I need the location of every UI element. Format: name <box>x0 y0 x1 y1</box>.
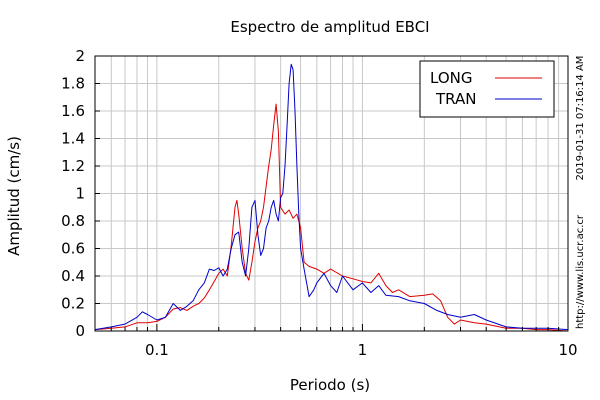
y-tick-label: 1.2 <box>61 157 85 175</box>
legend: LONG TRAN <box>419 60 555 118</box>
y-tick-label: 0.2 <box>61 295 85 313</box>
y-tick-label: 1.8 <box>61 75 85 93</box>
y-axis-ticks: 0 0.2 0.4 0.6 0.8 1 1.2 1.4 1.6 1.8 2 <box>61 47 100 340</box>
y-tick-label: 2 <box>75 47 85 65</box>
y-tick-label: 1 <box>75 185 85 203</box>
legend-label-tran: TRAN <box>435 90 476 108</box>
series-line-long <box>94 103 569 332</box>
chart-title: Espectro de amplitud EBCI <box>230 18 429 36</box>
series-line-tran <box>94 63 569 331</box>
x-tick-label: 10 <box>558 341 577 359</box>
legend-label-long: LONG <box>430 69 472 87</box>
x-tick-label: 0.1 <box>145 341 169 359</box>
x-axis-ticks: 0.1 1 10 <box>94 324 578 359</box>
y-tick-label: 1.4 <box>61 130 85 148</box>
y-tick-label: 0.4 <box>61 267 85 285</box>
y-tick-label: 0 <box>75 322 85 340</box>
x-tick-label: 1 <box>358 341 368 359</box>
y-tick-label: 0.6 <box>61 240 85 258</box>
legend-box <box>419 60 555 118</box>
y-tick-label: 1.6 <box>61 102 85 120</box>
source-url-annotation: http://www.lis.ucr.ac.cr <box>575 214 586 329</box>
series-lines <box>94 63 569 332</box>
timestamp-annotation: 2019-01-31 07:16:14 AM <box>575 56 586 181</box>
y-axis-label: Amplitud (cm/s) <box>5 136 23 256</box>
y-tick-label: 0.8 <box>61 212 85 230</box>
x-axis-label: Periodo (s) <box>290 376 370 394</box>
